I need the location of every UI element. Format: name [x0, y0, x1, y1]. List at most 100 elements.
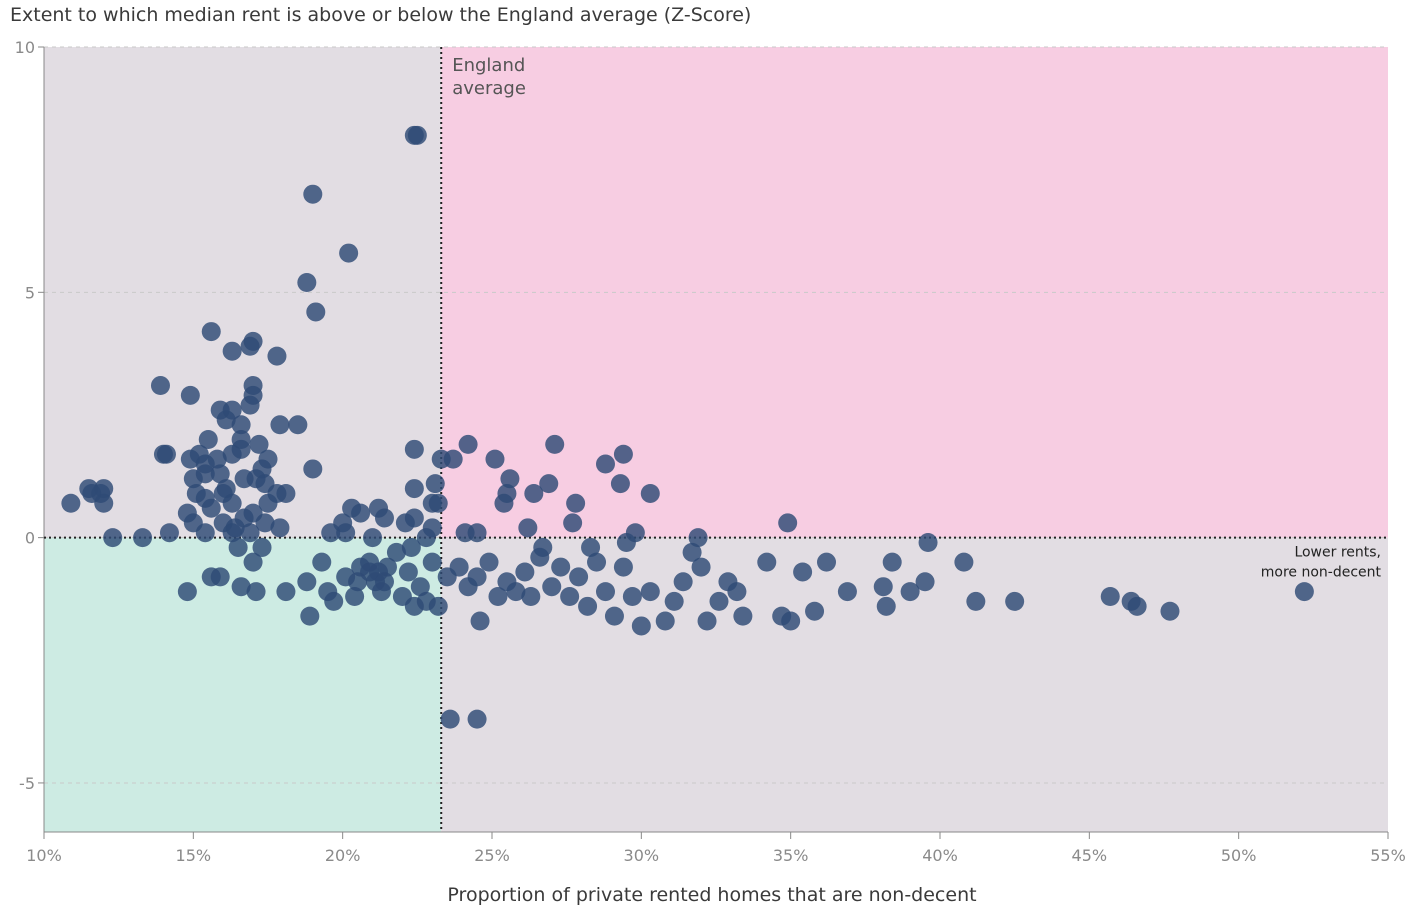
data-point [533, 537, 553, 557]
data-point [231, 439, 251, 459]
data-point [778, 513, 798, 533]
data-point [587, 552, 607, 572]
data-point [398, 562, 418, 582]
data-point [210, 567, 230, 587]
data-point [303, 459, 323, 479]
data-point [467, 567, 487, 587]
x-tick-label: 15% [176, 846, 212, 865]
data-point [521, 587, 541, 606]
quadrant-annotation: more non-decent [1261, 565, 1382, 581]
data-point [345, 587, 365, 606]
data-point [569, 567, 589, 587]
data-point [416, 528, 436, 548]
data-point [410, 577, 430, 597]
data-point [566, 493, 586, 513]
data-point [631, 616, 651, 636]
data-point [428, 493, 448, 513]
data-point [404, 439, 424, 459]
data-point [276, 483, 296, 503]
data-point [616, 533, 636, 553]
data-point [103, 528, 123, 548]
data-point [252, 537, 272, 557]
data-point [243, 552, 263, 572]
data-point [727, 582, 747, 602]
x-tick-label: 50% [1221, 846, 1257, 865]
data-point [1294, 582, 1314, 602]
data-point [467, 523, 487, 543]
data-point [1160, 601, 1180, 621]
data-point [1100, 587, 1120, 606]
data-point [697, 611, 717, 631]
data-point [578, 596, 598, 616]
data-point [249, 434, 269, 454]
data-point [321, 523, 341, 543]
data-point [401, 537, 421, 557]
data-point [246, 582, 266, 602]
data-point [500, 469, 520, 489]
data-point [691, 557, 711, 577]
data-point [195, 464, 215, 484]
data-point [159, 523, 179, 543]
y-tick-label: 5 [25, 283, 35, 302]
data-point [545, 434, 565, 454]
data-point [222, 523, 242, 543]
data-point [428, 596, 448, 616]
data-point [1005, 591, 1025, 611]
data-point [351, 503, 371, 523]
data-point [515, 562, 535, 582]
data-point [954, 552, 974, 572]
data-point [610, 474, 630, 494]
data-point [276, 582, 296, 602]
england-average-label: average [452, 78, 526, 99]
quadrant-annotation: Lower rents, [1294, 545, 1381, 561]
data-point [613, 444, 633, 464]
data-point [757, 552, 777, 572]
data-point [470, 611, 490, 631]
data-point [915, 572, 935, 592]
data-point [288, 415, 308, 435]
data-point [306, 302, 326, 322]
data-point [207, 449, 227, 469]
data-point [180, 385, 200, 405]
data-point [201, 322, 221, 342]
data-point [348, 572, 368, 592]
data-point [551, 557, 571, 577]
y-tick-label: -5 [19, 774, 35, 793]
data-point [709, 591, 729, 611]
x-tick-label: 45% [1072, 846, 1108, 865]
data-point [595, 454, 615, 474]
data-point [94, 493, 114, 513]
data-point [1127, 596, 1147, 616]
data-point [297, 572, 317, 592]
data-point [485, 449, 505, 469]
data-point [267, 346, 287, 366]
data-point [422, 552, 442, 572]
data-point [682, 542, 702, 562]
data-point [210, 464, 230, 484]
data-point [581, 537, 601, 557]
x-tick-label: 25% [474, 846, 510, 865]
data-point [664, 591, 684, 611]
data-point [300, 606, 320, 626]
data-point [918, 533, 938, 553]
data-point [449, 557, 469, 577]
data-point [222, 493, 242, 513]
data-point [216, 410, 236, 430]
data-point [336, 523, 356, 543]
data-point [255, 513, 275, 533]
data-point [228, 537, 248, 557]
y-tick-label: 10 [15, 38, 35, 57]
data-point [479, 552, 499, 572]
data-point [805, 601, 825, 621]
x-tick-label: 20% [325, 846, 361, 865]
data-point [374, 508, 394, 528]
data-point [156, 444, 176, 464]
data-point [386, 542, 406, 562]
data-point [150, 376, 170, 396]
y-tick-label: 0 [25, 529, 35, 548]
data-point [407, 125, 427, 145]
data-point [622, 587, 642, 606]
x-axis-title: Proportion of private rented homes that … [447, 884, 977, 906]
data-point [882, 552, 902, 572]
data-point [640, 582, 660, 602]
